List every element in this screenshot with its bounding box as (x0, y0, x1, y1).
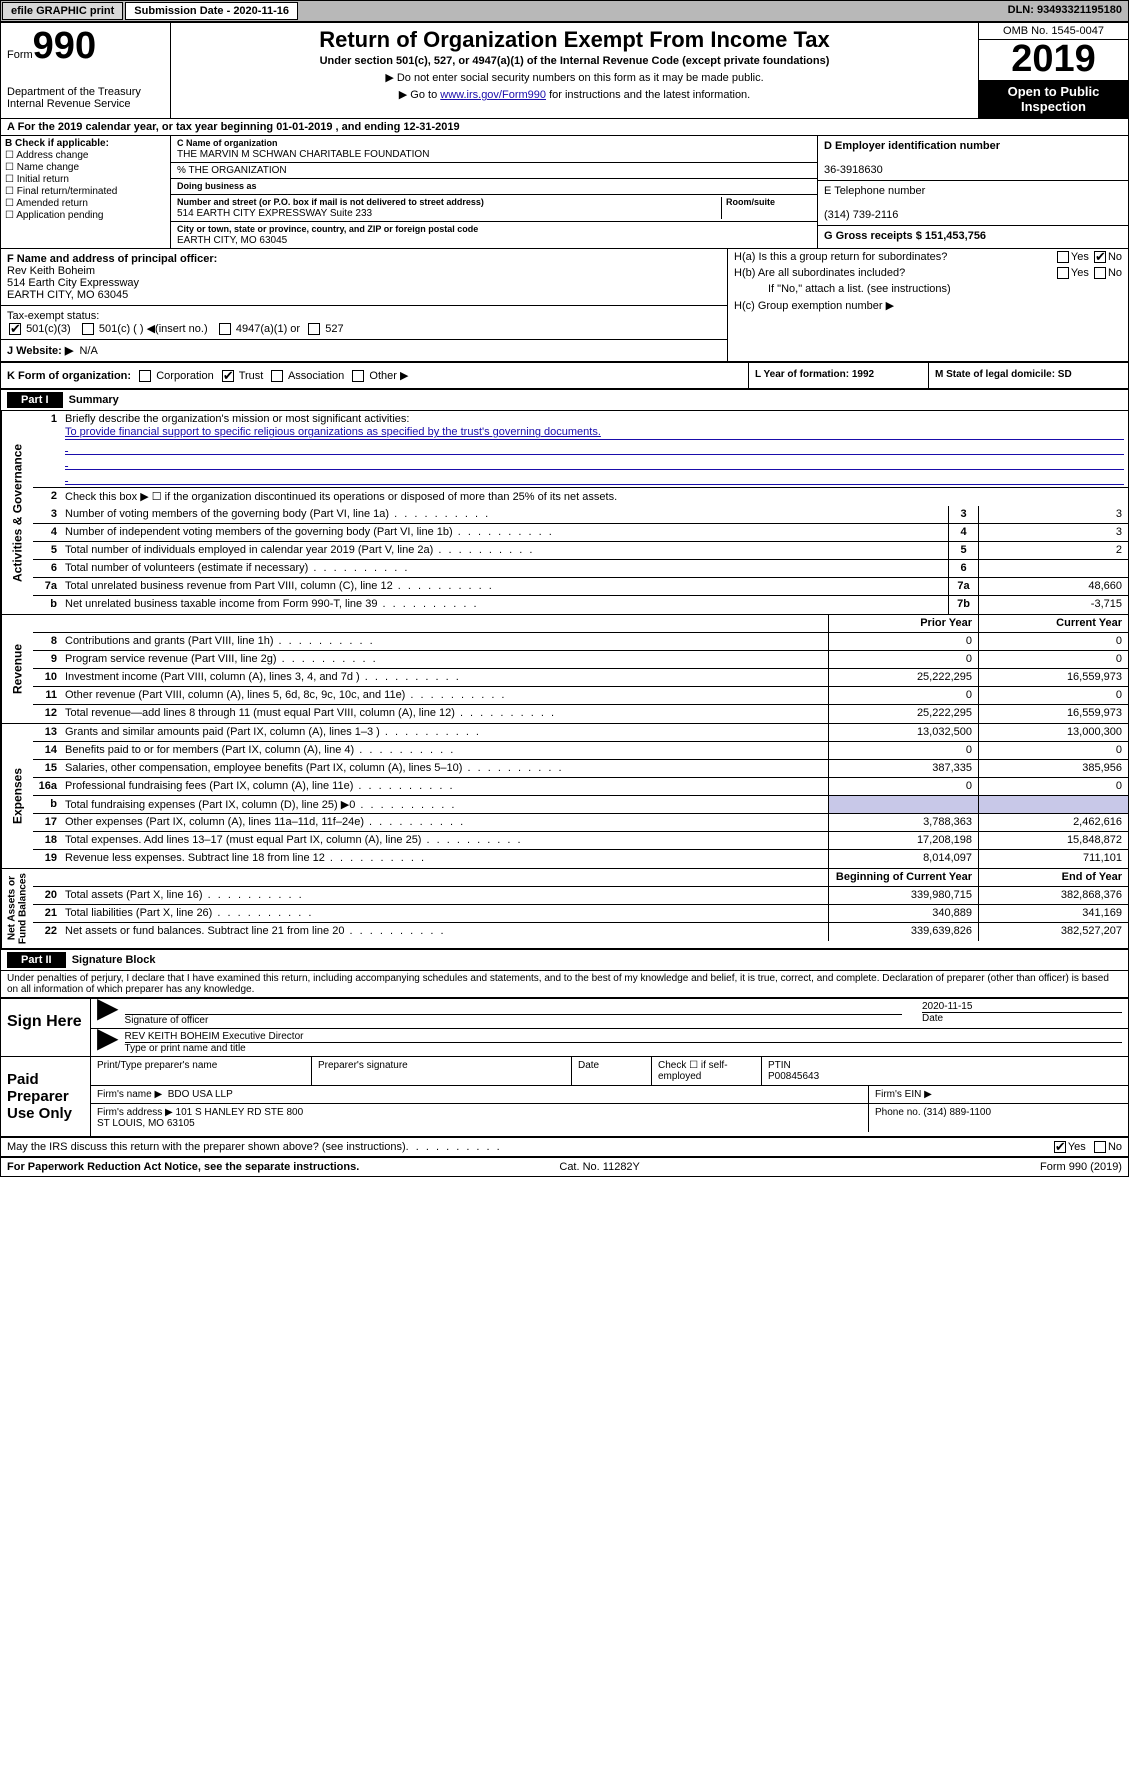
table-row: 3Number of voting members of the governi… (33, 506, 1128, 524)
table-row: 8Contributions and grants (Part VIII, li… (33, 633, 1128, 651)
chk-4947[interactable] (219, 323, 231, 335)
box-k: K Form of organization: Corporation Trus… (1, 363, 748, 388)
chk-amended[interactable]: ☐ Amended return (5, 198, 166, 209)
firm-phone: Phone no. (314) 889-1100 (868, 1104, 1128, 1132)
dln: DLN: 93493321195180 (1002, 1, 1128, 21)
side-expenses: Expenses (1, 724, 33, 868)
org-city: EARTH CITY, MO 63045 (177, 235, 287, 246)
ha-yes[interactable] (1057, 251, 1069, 263)
topbar: efile GRAPHIC print Submission Date - 20… (0, 0, 1129, 22)
table-row: 15Salaries, other compensation, employee… (33, 760, 1128, 778)
paperwork-notice: For Paperwork Reduction Act Notice, see … (7, 1161, 359, 1173)
mission-text: To provide financial support to specific… (65, 425, 1124, 440)
table-row: 7aTotal unrelated business revenue from … (33, 578, 1128, 596)
form-subtitle: Under section 501(c), 527, or 4947(a)(1)… (179, 55, 970, 67)
org-address: 514 EARTH CITY EXPRESSWAY Suite 233 (177, 208, 372, 219)
tax-exempt-status: Tax-exempt status: 501(c)(3) 501(c) ( ) … (1, 306, 727, 340)
discuss-question: May the IRS discuss this return with the… (7, 1141, 406, 1153)
form-footer: Form 990 (2019) (1040, 1161, 1122, 1173)
k-assoc[interactable] (271, 370, 283, 382)
open-public-badge: Open to Public Inspection (979, 80, 1128, 118)
table-row: bNet unrelated business taxable income f… (33, 596, 1128, 614)
ein: 36-3918630 (824, 164, 883, 176)
dept-treasury: Department of the Treasury Internal Reve… (7, 86, 164, 110)
side-netassets: Net Assets or Fund Balances (1, 869, 33, 948)
form-number: Form990 (7, 25, 164, 68)
box-h: H(a) Is this a group return for subordin… (728, 249, 1128, 361)
chk-name-change[interactable]: ☐ Name change (5, 162, 166, 173)
hb-no[interactable] (1094, 267, 1106, 279)
side-revenue: Revenue (1, 615, 33, 723)
table-row: 19Revenue less expenses. Subtract line 1… (33, 850, 1128, 868)
k-trust[interactable] (222, 370, 234, 382)
box-j-website: J Website: ▶ N/A (1, 340, 727, 361)
ptin: P00845643 (768, 1071, 819, 1082)
hint-link: ▶ Go to www.irs.gov/Form990 for instruct… (179, 88, 970, 101)
box-c: C Name of organizationTHE MARVIN M SCHWA… (171, 136, 818, 248)
row-a-period: A For the 2019 calendar year, or tax yea… (1, 119, 1128, 136)
part-ii: Part II Signature Block Under penalties … (1, 949, 1128, 1176)
table-row: 21Total liabilities (Part X, line 26)340… (33, 905, 1128, 923)
chk-app-pending[interactable]: ☐ Application pending (5, 210, 166, 221)
discuss-yes[interactable] (1054, 1141, 1066, 1153)
chk-address-change[interactable]: ☐ Address change (5, 150, 166, 161)
box-m: M State of legal domicile: SD (928, 363, 1128, 388)
table-row: bTotal fundraising expenses (Part IX, co… (33, 796, 1128, 814)
arrow-icon: ▶ (97, 1031, 119, 1054)
k-other[interactable] (352, 370, 364, 382)
form-title: Return of Organization Exempt From Incom… (179, 27, 970, 53)
table-row: 4Number of independent voting members of… (33, 524, 1128, 542)
hint-ssn: ▶ Do not enter social security numbers o… (179, 71, 970, 84)
perjury-statement: Under penalties of perjury, I declare th… (1, 971, 1128, 997)
phone: (314) 739-2116 (824, 209, 898, 221)
paid-preparer-label: Paid Preparer Use Only (1, 1057, 91, 1136)
chk-527[interactable] (308, 323, 320, 335)
part-i-header: Part I (7, 392, 63, 408)
chk-final-return[interactable]: ☐ Final return/terminated (5, 186, 166, 197)
chk-501c3[interactable] (9, 323, 21, 335)
box-b: B Check if applicable: ☐ Address change … (1, 136, 171, 248)
form-990: Form990 Department of the Treasury Inter… (0, 22, 1129, 1177)
table-row: 18Total expenses. Add lines 13–17 (must … (33, 832, 1128, 850)
table-row: 14Benefits paid to or for members (Part … (33, 742, 1128, 760)
submission-date: Submission Date - 2020-11-16 (125, 2, 298, 20)
sign-here-label: Sign Here (1, 999, 91, 1056)
table-row: 5Total number of individuals employed in… (33, 542, 1128, 560)
table-row: 16aProfessional fundraising fees (Part I… (33, 778, 1128, 796)
box-f: F Name and address of principal officer:… (1, 249, 727, 306)
table-row: 20Total assets (Part X, line 16)339,980,… (33, 887, 1128, 905)
k-corp[interactable] (139, 370, 151, 382)
discuss-no[interactable] (1094, 1141, 1106, 1153)
table-row: 10Investment income (Part VIII, column (… (33, 669, 1128, 687)
box-de: D Employer identification number36-39186… (818, 136, 1128, 248)
hb-yes[interactable] (1057, 267, 1069, 279)
table-row: 17Other expenses (Part IX, column (A), l… (33, 814, 1128, 832)
cat-no: Cat. No. 11282Y (559, 1161, 640, 1173)
part-ii-header: Part II (7, 952, 66, 968)
side-governance: Activities & Governance (1, 411, 33, 614)
ha-no[interactable] (1094, 251, 1106, 263)
chk-501c[interactable] (82, 323, 94, 335)
org-name: THE MARVIN M SCHWAN CHARITABLE FOUNDATIO… (177, 149, 429, 160)
irs-link[interactable]: www.irs.gov/Form990 (440, 89, 546, 101)
efile-print-button[interactable]: efile GRAPHIC print (2, 2, 123, 20)
box-l: L Year of formation: 1992 (748, 363, 928, 388)
table-row: 12Total revenue—add lines 8 through 11 (… (33, 705, 1128, 723)
part-i: Part I Summary Activities & Governance 1… (1, 390, 1128, 949)
gross-receipts: G Gross receipts $ 151,453,756 (824, 230, 986, 242)
tax-year: 2019 (979, 40, 1128, 80)
table-row: 13Grants and similar amounts paid (Part … (33, 724, 1128, 742)
chk-initial-return[interactable]: ☐ Initial return (5, 174, 166, 185)
table-row: 9Program service revenue (Part VIII, lin… (33, 651, 1128, 669)
table-row: 22Net assets or fund balances. Subtract … (33, 923, 1128, 941)
table-row: 6Total number of volunteers (estimate if… (33, 560, 1128, 578)
firm-name: BDO USA LLP (168, 1089, 233, 1100)
table-row: 11Other revenue (Part VIII, column (A), … (33, 687, 1128, 705)
